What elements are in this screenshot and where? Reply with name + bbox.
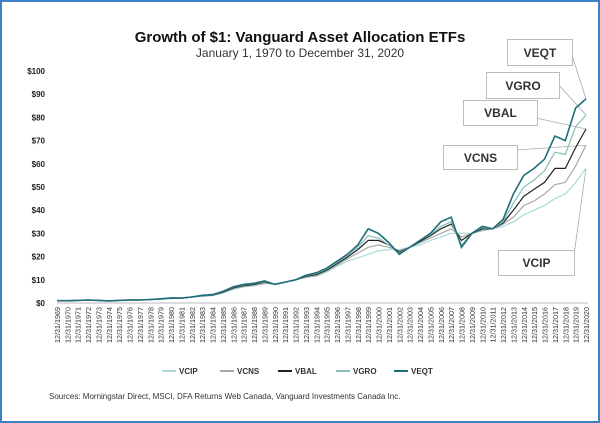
x-tick-label: 12/31/1970	[63, 307, 72, 343]
x-tick-label: 12/31/1969	[53, 307, 62, 343]
x-tick-label: 12/31/1978	[146, 307, 155, 343]
x-tick-label: 12/31/2001	[385, 307, 394, 343]
x-tick-label: 12/31/1994	[312, 307, 321, 343]
x-tick-label: 12/31/2013	[509, 307, 518, 343]
x-tick-label: 12/31/2018	[561, 307, 570, 343]
y-tick-label: $60	[32, 160, 46, 169]
x-tick-label: 12/31/1977	[136, 307, 145, 343]
x-tick-label: 12/31/1989	[260, 307, 269, 343]
x-tick-label: 12/31/2003	[406, 307, 415, 343]
y-tick-label: $70	[32, 137, 46, 146]
x-tick-label: 12/31/1983	[198, 307, 207, 343]
x-tick-label: 12/31/1984	[209, 307, 218, 343]
x-tick-label: 12/31/1972	[84, 307, 93, 343]
y-tick-label: $50	[32, 183, 46, 192]
x-tick-label: 12/31/2005	[426, 307, 435, 343]
x-tick-label: 12/31/2015	[530, 307, 539, 343]
x-tick-label: 12/31/1976	[126, 307, 135, 343]
x-tick-label: 12/31/1992	[292, 307, 301, 343]
x-tick-label: 12/31/1975	[115, 307, 124, 343]
x-tick-label: 12/31/1997	[343, 307, 352, 343]
x-tick-label: 12/31/1985	[219, 307, 228, 343]
x-tick-label: 12/31/1982	[188, 307, 197, 343]
series-line-veqt	[57, 98, 587, 302]
y-tick-label: $100	[27, 67, 45, 76]
legend-label-vcns: VCNS	[237, 367, 260, 376]
x-tick-label: 12/31/1999	[364, 307, 373, 343]
callout-leader-vbal	[535, 117, 587, 130]
y-tick-label: $40	[32, 206, 46, 215]
callout-veqt: VEQT	[507, 39, 573, 66]
x-tick-label: 12/31/2010	[478, 307, 487, 343]
y-tick-label: $10	[32, 276, 46, 285]
chart-subtitle: January 1, 1970 to December 31, 2020	[195, 46, 405, 60]
x-tick-label: 12/31/1980	[167, 307, 176, 343]
x-tick-label: 12/31/1981	[177, 307, 186, 343]
callout-leader-vgro	[557, 83, 587, 116]
x-tick-label: 12/31/2000	[375, 307, 384, 343]
chart-title: Growth of $1: Vanguard Asset Allocation …	[134, 29, 466, 46]
x-tick-label: 12/31/2017	[551, 307, 560, 343]
callout-leader-veqt	[570, 51, 587, 99]
x-tick-label: 12/31/1979	[157, 307, 166, 343]
callout-leader-vcip	[572, 168, 587, 263]
x-tick-label: 12/31/2006	[437, 307, 446, 343]
x-tick-label: 12/31/2019	[572, 307, 581, 343]
y-tick-label: $20	[32, 253, 46, 262]
x-tick-label: 12/31/2004	[416, 307, 425, 343]
x-tick-label: 12/31/2008	[458, 307, 467, 343]
callout-vgro: VGRO	[486, 72, 560, 99]
x-tick-label: 12/31/1995	[323, 307, 332, 343]
y-tick-label: $30	[32, 229, 46, 238]
x-tick-label: 12/31/1991	[281, 307, 290, 343]
x-tick-label: 12/31/2016	[541, 307, 550, 343]
x-tick-label: 12/31/2009	[468, 307, 477, 343]
sources-note: Sources: Morningstar Direct, MSCI, DFA R…	[49, 392, 401, 401]
x-tick-label: 12/31/1971	[74, 307, 83, 343]
callout-leader-vcns	[515, 144, 587, 151]
x-tick-label: 12/31/2002	[395, 307, 404, 343]
y-tick-label: $90	[32, 90, 46, 99]
y-tick-label: $80	[32, 113, 46, 122]
legend-label-vcip: VCIP	[179, 367, 198, 376]
callout-vcip: VCIP	[498, 250, 575, 276]
legend-label-veqt: VEQT	[411, 367, 433, 376]
x-tick-label: 12/31/1988	[250, 307, 259, 343]
x-tick-label: 12/31/2014	[520, 307, 529, 343]
x-tick-label: 12/31/1998	[354, 307, 363, 343]
x-tick-label: 12/31/1990	[271, 307, 280, 343]
legend-label-vbal: VBAL	[295, 367, 317, 376]
series-line-vcip	[57, 168, 587, 302]
x-tick-label: 12/31/2020	[582, 307, 591, 343]
x-tick-label: 12/31/1987	[240, 307, 249, 343]
y-tick-label: $0	[36, 299, 45, 308]
x-tick-label: 12/31/2007	[447, 307, 456, 343]
legend-label-vgro: VGRO	[353, 367, 377, 376]
x-tick-label: 12/31/1986	[229, 307, 238, 343]
x-tick-label: 12/31/1974	[105, 307, 114, 343]
x-tick-label: 12/31/2012	[499, 307, 508, 343]
x-tick-label: 12/31/1993	[302, 307, 311, 343]
callout-vcns: VCNS	[443, 145, 518, 170]
x-tick-label: 12/31/2011	[489, 307, 498, 342]
callout-vbal: VBAL	[463, 100, 538, 126]
x-tick-label: 12/31/1973	[94, 307, 103, 343]
x-tick-label: 12/31/1996	[333, 307, 342, 343]
